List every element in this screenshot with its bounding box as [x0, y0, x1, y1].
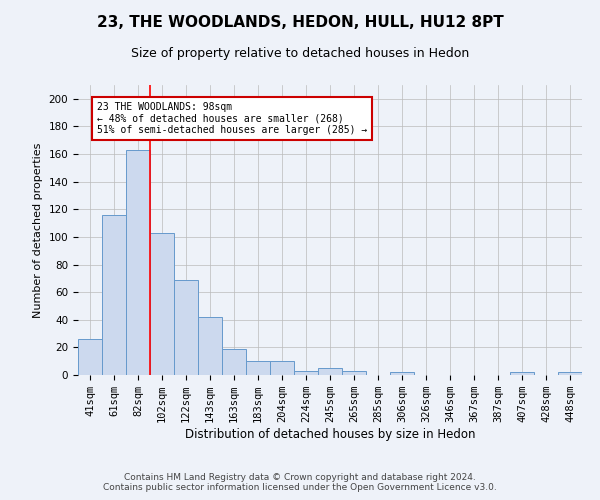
Bar — [390, 372, 414, 375]
Text: 23, THE WOODLANDS, HEDON, HULL, HU12 8PT: 23, THE WOODLANDS, HEDON, HULL, HU12 8PT — [97, 15, 503, 30]
Bar — [222, 349, 246, 375]
Bar — [294, 371, 318, 375]
Text: Contains HM Land Registry data © Crown copyright and database right 2024.
Contai: Contains HM Land Registry data © Crown c… — [103, 473, 497, 492]
Bar — [246, 361, 270, 375]
Bar — [510, 372, 534, 375]
Bar — [126, 150, 150, 375]
Bar — [198, 317, 222, 375]
X-axis label: Distribution of detached houses by size in Hedon: Distribution of detached houses by size … — [185, 428, 475, 441]
Bar — [150, 233, 174, 375]
Bar — [78, 339, 102, 375]
Bar — [270, 361, 294, 375]
Bar — [174, 280, 198, 375]
Bar — [102, 215, 126, 375]
Bar — [342, 371, 366, 375]
Bar — [318, 368, 342, 375]
Bar — [558, 372, 582, 375]
Text: Size of property relative to detached houses in Hedon: Size of property relative to detached ho… — [131, 48, 469, 60]
Y-axis label: Number of detached properties: Number of detached properties — [33, 142, 43, 318]
Text: 23 THE WOODLANDS: 98sqm
← 48% of detached houses are smaller (268)
51% of semi-d: 23 THE WOODLANDS: 98sqm ← 48% of detache… — [97, 102, 367, 135]
